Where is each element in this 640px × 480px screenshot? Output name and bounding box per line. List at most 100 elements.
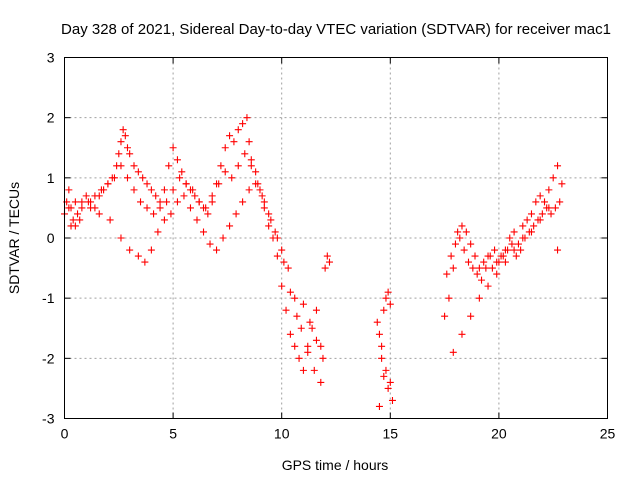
data-point (454, 228, 462, 236)
data-point (230, 138, 238, 146)
data-point (117, 162, 125, 170)
data-point (78, 198, 86, 206)
data-point (260, 204, 268, 212)
data-point (156, 204, 164, 212)
grid (64, 57, 608, 419)
data-point (325, 258, 333, 266)
data-point (499, 252, 507, 260)
data-point (488, 264, 496, 272)
data-point (204, 210, 212, 218)
data-point (449, 264, 457, 272)
data-point (475, 294, 483, 302)
data-point (154, 228, 162, 236)
data-point (69, 216, 77, 224)
data-point (319, 354, 327, 362)
data-point (176, 174, 184, 182)
data-point (186, 204, 194, 212)
data-point (126, 246, 134, 254)
data-point (152, 192, 160, 200)
data-point (137, 198, 145, 206)
data-point (282, 306, 290, 314)
x-tick-label: 25 (600, 426, 616, 442)
data-point (541, 198, 549, 206)
data-point (97, 186, 105, 194)
data-point (380, 372, 388, 380)
data-point (491, 246, 499, 254)
data-point (451, 240, 459, 248)
data-point (554, 246, 562, 254)
data-point (386, 378, 394, 386)
data-point (549, 174, 557, 182)
data-point (495, 258, 503, 266)
data-point (512, 252, 520, 260)
data-point (180, 192, 188, 200)
data-point (464, 258, 472, 266)
data-point (126, 150, 134, 158)
data-point (134, 252, 142, 260)
data-point (445, 294, 453, 302)
data-point (527, 210, 535, 218)
data-point (380, 306, 388, 314)
data-point (213, 246, 221, 254)
data-point (519, 234, 527, 242)
data-point (467, 240, 475, 248)
data-point (119, 126, 127, 134)
data-point (508, 240, 516, 248)
data-point (545, 186, 553, 194)
data-point (312, 336, 320, 344)
data-point (469, 264, 477, 272)
data-point (217, 162, 225, 170)
data-point (87, 204, 95, 212)
data-point (65, 186, 73, 194)
data-point (106, 216, 114, 224)
data-point (165, 162, 173, 170)
data-point (141, 258, 149, 266)
data-point (82, 192, 90, 200)
data-point (443, 270, 451, 278)
data-point (65, 204, 73, 212)
data-point (530, 222, 538, 230)
data-point (556, 198, 564, 206)
data-point (554, 162, 562, 170)
data-point (156, 198, 164, 206)
data-point (110, 174, 118, 182)
data-point (173, 156, 181, 164)
data-point (304, 348, 312, 356)
data-point (547, 210, 555, 218)
data-point (480, 258, 488, 266)
data-point (78, 204, 86, 212)
data-point (234, 126, 242, 134)
data-point (478, 276, 486, 284)
data-point (239, 120, 247, 128)
data-point (178, 168, 186, 176)
data-point (382, 294, 390, 302)
data-point (538, 210, 546, 218)
data-point (545, 204, 553, 212)
x-axis-label: GPS time / hours (282, 457, 389, 473)
data-point (517, 246, 525, 254)
data-point (243, 114, 251, 122)
data-point (458, 330, 466, 338)
y-axis-label: SDTVAR / TECUs (6, 182, 22, 294)
y-tick-label: -2 (42, 350, 55, 366)
data-point (447, 252, 455, 260)
data-point (321, 264, 329, 272)
data-point (208, 198, 216, 206)
data-point (206, 240, 214, 248)
axis-ticks: 0 5 10 15 20 25 -3 -2 -1 0 1 2 3 (42, 50, 615, 442)
data-point (310, 366, 318, 374)
y-tick-label: -3 (42, 411, 55, 427)
data-point (95, 210, 103, 218)
data-point (441, 312, 449, 320)
data-point (239, 198, 247, 206)
data-point (501, 258, 509, 266)
data-point (506, 234, 514, 242)
data-point (271, 228, 279, 236)
data-point (482, 264, 490, 272)
data-point (267, 216, 275, 224)
data-point (304, 342, 312, 350)
data-point (202, 204, 210, 212)
data-point (219, 234, 227, 242)
data-point (234, 162, 242, 170)
